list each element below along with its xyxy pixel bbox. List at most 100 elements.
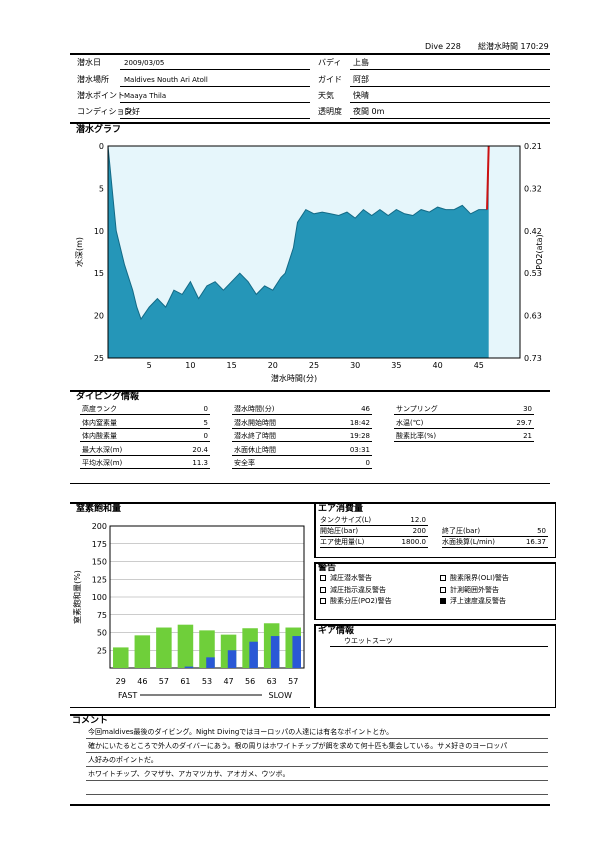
depth-tick-label: 5 xyxy=(99,184,104,193)
nitrogen-bottom-rule xyxy=(70,707,310,708)
dive-info-value: 18:42 xyxy=(349,418,370,427)
gear-panel xyxy=(314,624,556,708)
diveinfo-bottom-rule xyxy=(70,483,550,484)
diveinfo-top-rule xyxy=(70,390,550,392)
dive-info-label: 水温(℃) xyxy=(396,418,424,427)
time-tick-label: 20 xyxy=(268,361,278,370)
dive-info-label: 酸素比率(%) xyxy=(396,432,437,440)
condition-label: コンディション xyxy=(77,107,133,116)
n2-tick-label: 100 xyxy=(92,593,107,602)
checkbox-icon xyxy=(320,586,326,593)
surface-rate-label: 水面換算(L/min) xyxy=(442,538,495,546)
dive-info-value: 20.4 xyxy=(192,445,208,454)
warning-label: 計測範囲外警告 xyxy=(450,585,499,594)
guide-value: 阿部 xyxy=(353,75,369,84)
plot-frame xyxy=(107,145,521,359)
point-value: Maaya Thila xyxy=(124,92,167,100)
gear-title: ギア情報 xyxy=(318,626,355,636)
n2-tick-label: 200 xyxy=(92,522,107,531)
dive-info-value: 11.3 xyxy=(192,459,208,467)
header-rule xyxy=(70,53,550,55)
depth-axis-label: 水深(m) xyxy=(74,237,84,267)
dive-info-label: 安全率 xyxy=(234,459,255,467)
time-axis-label: 潜水時間(分) xyxy=(271,373,317,383)
dive-info-value: 19:28 xyxy=(349,432,370,440)
start-pressure-label: 開始圧(bar) xyxy=(320,527,359,535)
checkbox-icon xyxy=(320,575,326,581)
n2-bar-slow xyxy=(227,650,237,668)
n2-bar-fast xyxy=(177,624,194,668)
buddy-label: バディ xyxy=(318,58,342,67)
start-pressure-value: 200 xyxy=(412,527,426,535)
end-pressure-label: 終了圧(bar) xyxy=(442,527,481,535)
dive-info-value: 03:31 xyxy=(349,445,370,454)
n2-bar-slow xyxy=(249,641,258,668)
warnings-panel xyxy=(314,562,556,620)
nitrogen-title: 窒素飽和量 xyxy=(76,504,122,514)
po2-tick-label: 0.32 xyxy=(524,184,542,193)
air-panel xyxy=(314,502,556,558)
n2-tick-label: 75 xyxy=(97,611,107,620)
weather-label: 天気 xyxy=(318,91,334,100)
dive-info-title: ダイビング情報 xyxy=(76,392,140,402)
depth-tick-label: 0 xyxy=(99,142,104,151)
n2-bar-slow xyxy=(270,636,280,668)
date-label: 潜水日 xyxy=(77,58,101,67)
time-tick-label: 30 xyxy=(350,361,360,370)
warning-label: 減圧潜水警告 xyxy=(330,574,372,582)
buddy-value: 上島 xyxy=(353,58,369,67)
dive-info-label: サンプリング xyxy=(396,405,438,413)
depth-tick-label: 10 xyxy=(94,227,104,236)
weather-value: 快晴 xyxy=(353,91,369,100)
slow-label: SLOW xyxy=(269,691,293,700)
nitrogen-top-rule xyxy=(70,502,550,504)
checkbox-icon xyxy=(320,598,326,604)
surface-rate-value: 16.37 xyxy=(525,538,546,546)
warning-label: 酸素限界(OLI)警告 xyxy=(450,574,509,582)
end-pressure-value: 50 xyxy=(537,527,546,535)
tank-label: タンクサイズ(L) xyxy=(320,516,372,524)
condition-value: 良好 xyxy=(124,107,140,116)
depth-area xyxy=(108,146,489,358)
n2-category-label: 47 xyxy=(223,677,233,686)
time-tick-label: 45 xyxy=(474,361,484,370)
checkbox-icon xyxy=(440,575,446,581)
warning-label: 酸素分圧(PO2)警告 xyxy=(330,597,392,605)
n2-axis-label: 窒素飽和量(%) xyxy=(72,570,82,624)
dive-info-label: 体内窒素量 xyxy=(82,418,117,427)
fast-label: FAST xyxy=(118,691,137,700)
time-tick-label: 35 xyxy=(391,361,401,370)
n2-category-label: 56 xyxy=(245,677,255,686)
dive-number: Dive 228 xyxy=(425,42,461,51)
graph-top-rule xyxy=(70,122,550,124)
comment-line: 人好みのポイントだ。 xyxy=(88,756,158,764)
visibility-label: 透明度 xyxy=(318,107,342,116)
time-tick-label: 15 xyxy=(227,361,237,370)
guide-label: ガイド xyxy=(318,75,342,84)
po2-tick-label: 0.21 xyxy=(524,142,542,151)
place-value: Maldives Nouth Ari Atoll xyxy=(124,76,208,84)
n2-category-label: 46 xyxy=(137,677,147,686)
warning-item: 減圧指示違反警告 xyxy=(320,586,386,595)
ascent-line xyxy=(486,145,490,210)
dive-info-value: 0 xyxy=(203,405,208,413)
checked-box-icon xyxy=(440,598,446,604)
total-dive-time: 総潜水時間 170:29 xyxy=(478,42,549,51)
n2-tick-label: 125 xyxy=(92,575,107,584)
n2-category-label: 57 xyxy=(288,677,298,686)
dive-info-label: 体内酸素量 xyxy=(82,432,117,440)
n2-category-label: 29 xyxy=(116,677,126,686)
n2-bar-fast xyxy=(156,627,172,668)
n2-tick-label: 50 xyxy=(97,629,107,638)
n2-tick-label: 150 xyxy=(92,558,107,567)
depth-tick-label: 20 xyxy=(94,312,104,321)
n2-category-label: 57 xyxy=(159,677,169,686)
n2-tick-label: 25 xyxy=(97,646,107,655)
dive-info-label: 潜水開始時間 xyxy=(234,418,276,427)
dive-info-label: 水面休止時間 xyxy=(234,445,276,454)
po2-axis-label: PO2(ata) xyxy=(535,234,544,269)
depth-tick-label: 25 xyxy=(94,354,104,363)
n2-tick-label: 175 xyxy=(92,540,107,549)
po2-tick-label: 0.73 xyxy=(524,354,542,363)
comment-title: コメント xyxy=(72,716,109,726)
